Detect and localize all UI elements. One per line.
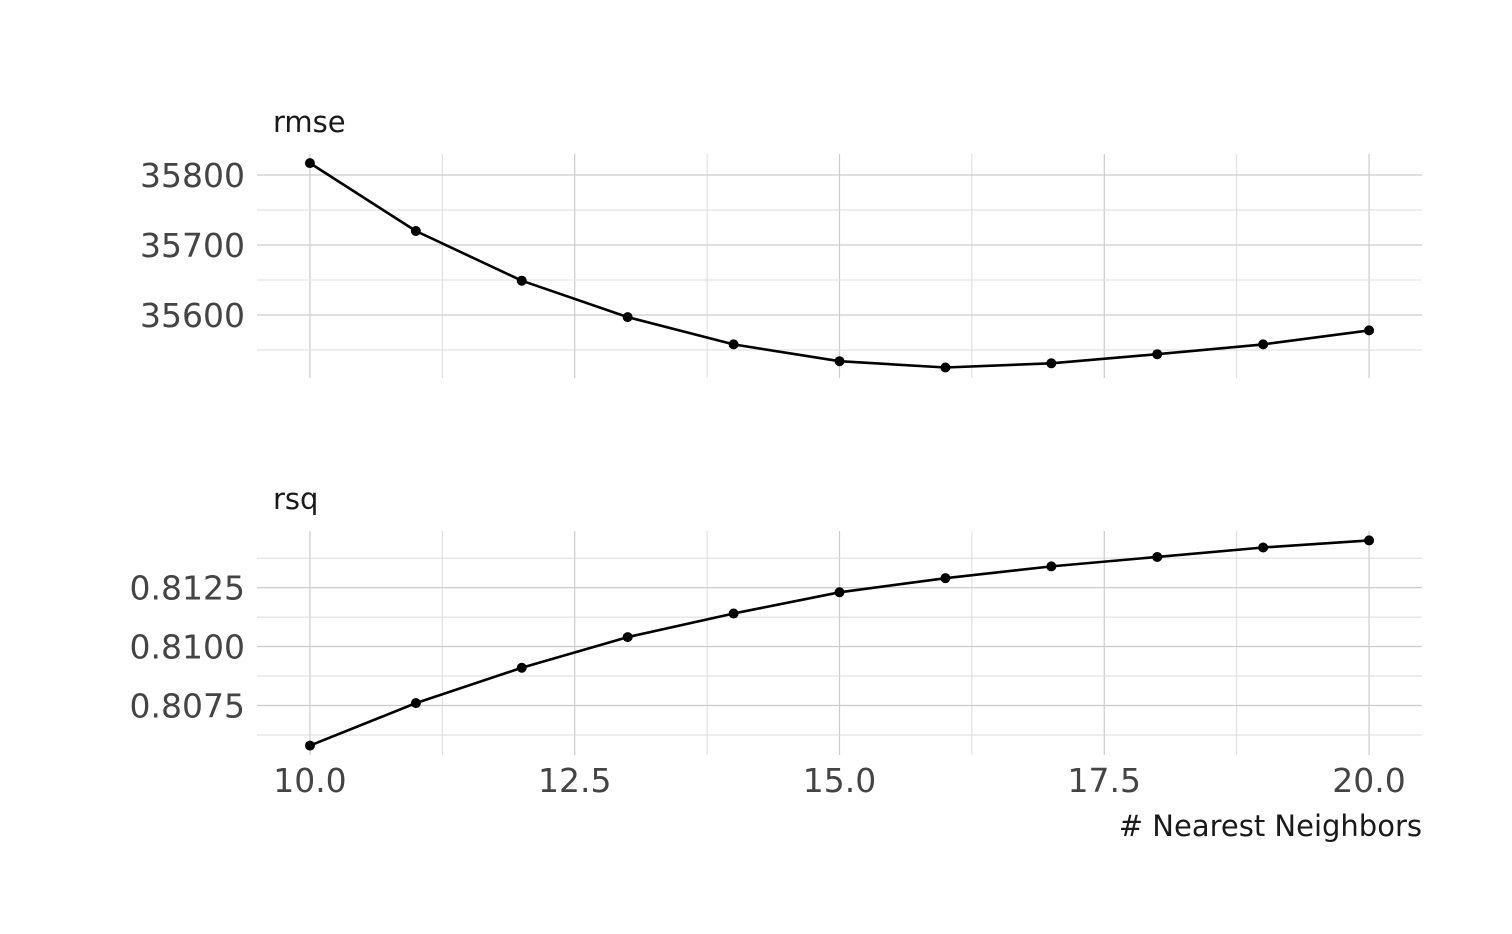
facet-panel-rsq: 0.8075 0.8100 0.8125 rsq	[130, 482, 1422, 755]
x-axis-title: # Nearest Neighbors	[1119, 809, 1422, 843]
data-point	[940, 362, 951, 373]
y-tick-label: 0.8125	[130, 569, 245, 608]
x-tick-label: 20.0	[1332, 761, 1405, 800]
x-axis: 10.0 12.5 15.0 17.5 20.0	[273, 761, 1406, 800]
data-point	[516, 662, 527, 673]
data-point	[1258, 339, 1269, 350]
y-tick-label: 35600	[140, 296, 245, 335]
data-point	[1046, 561, 1057, 572]
data-point	[304, 740, 315, 751]
data-point	[1152, 551, 1163, 562]
y-tick-label: 35800	[140, 156, 245, 195]
data-point	[834, 356, 845, 367]
data-point	[304, 158, 315, 169]
y-tick-label: 35700	[140, 226, 245, 265]
facet-strip-label: rmse	[273, 105, 346, 139]
data-point	[728, 608, 739, 619]
data-point	[410, 698, 421, 709]
data-point	[1258, 542, 1269, 553]
data-point	[1364, 325, 1375, 336]
y-tick-label: 0.8075	[130, 686, 245, 725]
data-point	[410, 226, 421, 236]
data-point	[622, 312, 633, 323]
facet-strip-label: rsq	[273, 482, 318, 516]
data-point	[1152, 349, 1163, 360]
data-point	[1364, 535, 1375, 546]
x-tick-label: 12.5	[538, 761, 611, 800]
x-tick-label: 17.5	[1068, 761, 1141, 800]
data-point	[834, 587, 845, 598]
facet-panel-rmse: 35600 35700 35800 rmse	[140, 105, 1422, 378]
data-point	[940, 573, 951, 584]
data-point	[516, 275, 527, 286]
x-tick-label: 15.0	[803, 761, 876, 800]
data-point	[728, 339, 739, 350]
y-tick-label: 0.8100	[130, 628, 245, 667]
data-point	[1046, 358, 1057, 369]
data-point	[622, 632, 633, 643]
x-tick-label: 10.0	[273, 761, 346, 800]
